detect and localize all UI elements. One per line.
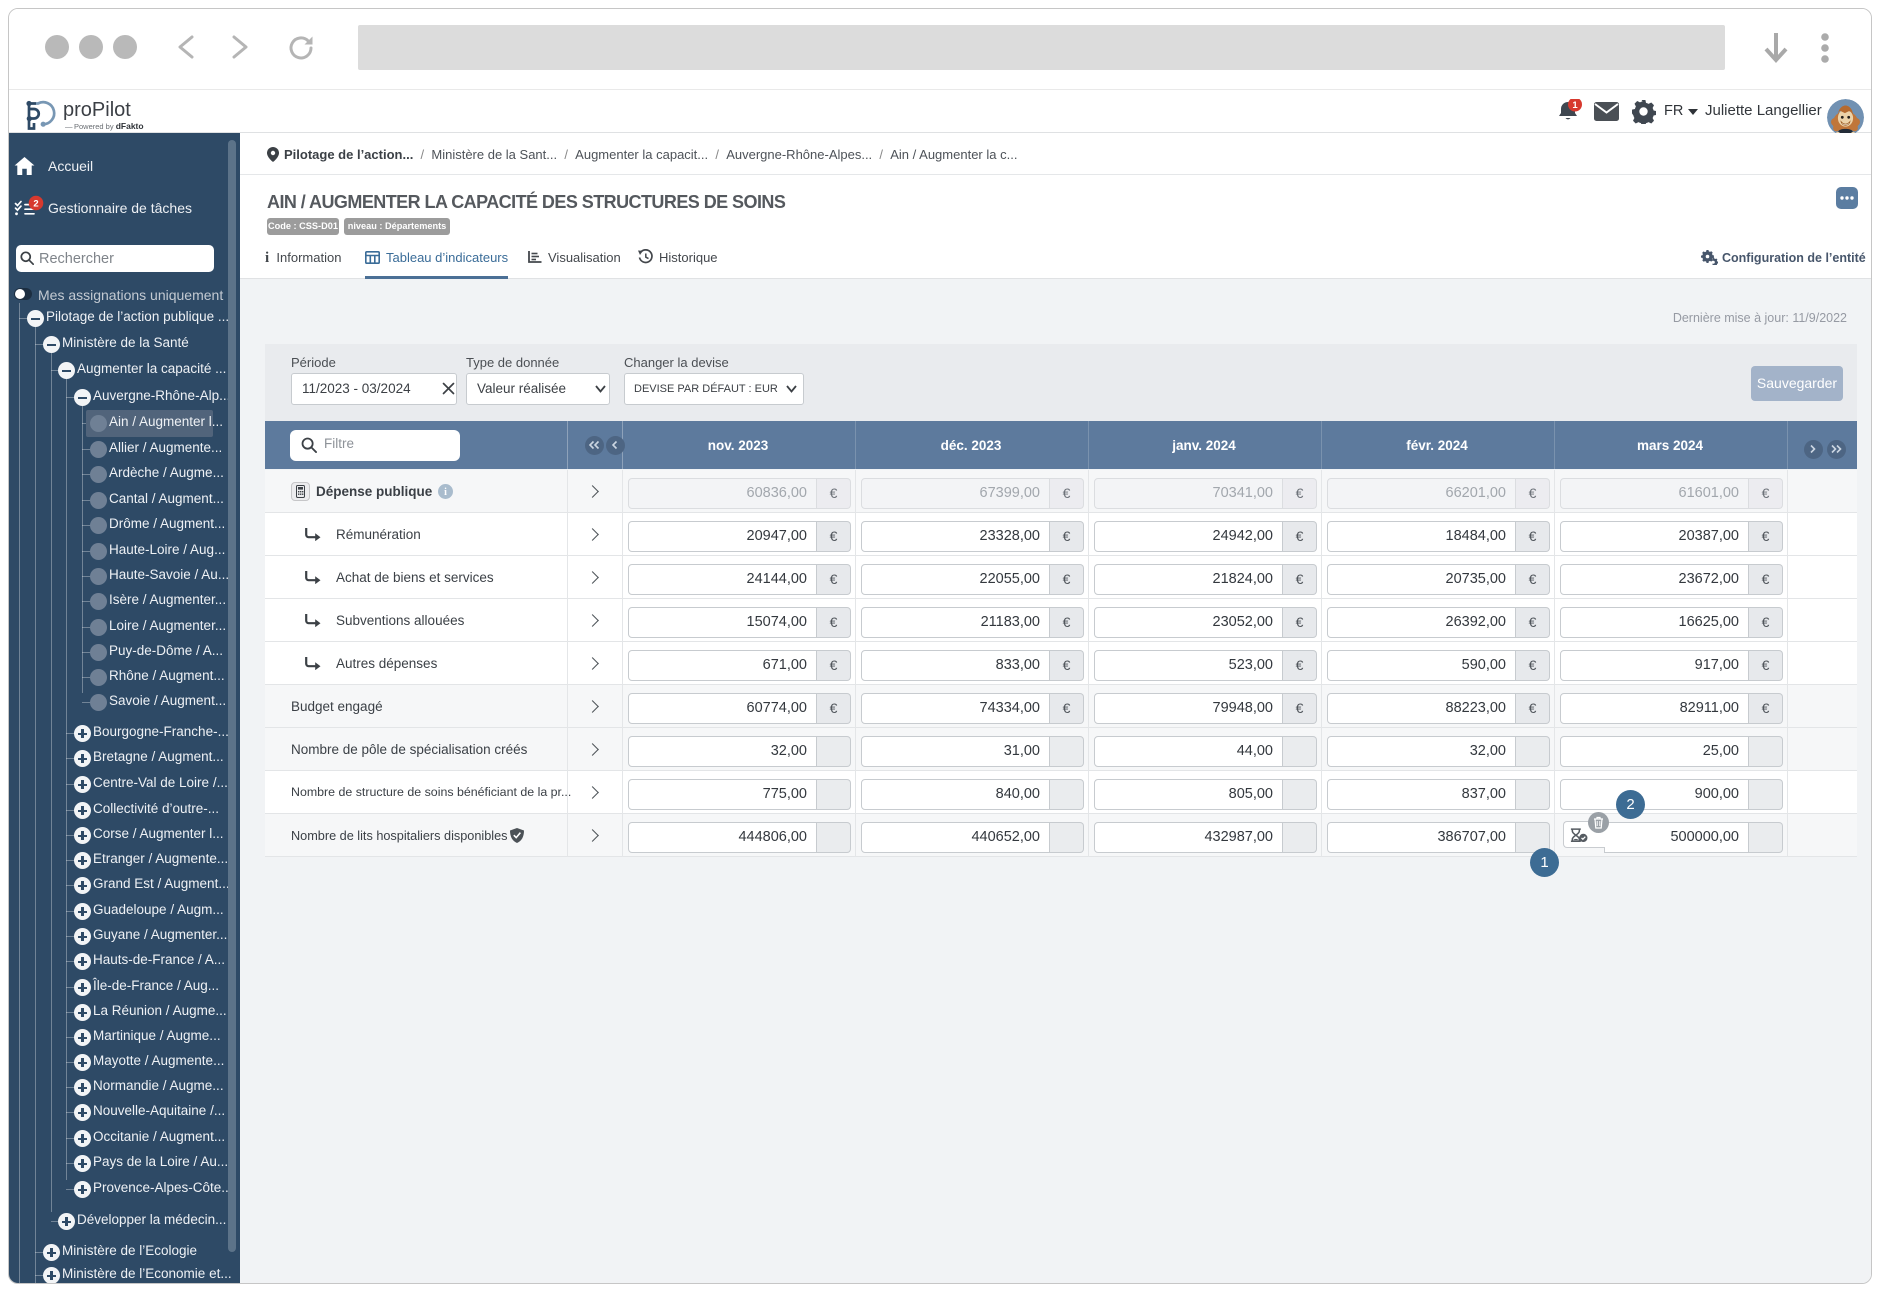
svg-text:1: 1 [1572,100,1578,111]
svg-text:i: i [444,487,447,498]
svg-text:2: 2 [33,198,38,209]
